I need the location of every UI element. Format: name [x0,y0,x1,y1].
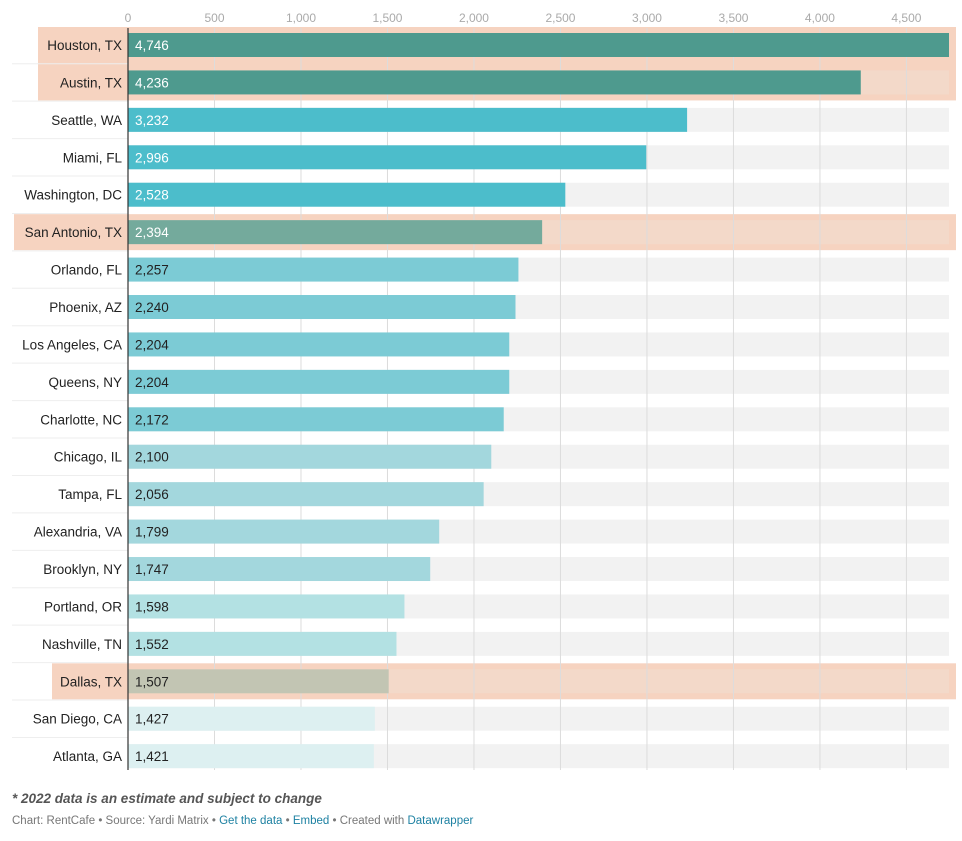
category-label: Tampa, FL [58,487,122,502]
value-label: 1,799 [135,525,169,540]
bar [128,182,566,207]
bar [128,332,510,357]
value-label: 4,236 [135,75,169,90]
x-tick-label: 500 [204,11,224,25]
credit-separator: • [211,815,216,827]
category-label: Queens, NY [48,375,122,390]
category-label: Portland, OR [44,599,122,614]
bar [128,295,516,320]
category-label: Miami, FL [63,150,123,165]
bar [128,257,519,282]
credit-separator: • [332,815,337,827]
credit-separator: • [98,815,103,827]
category-label: Alexandria, VA [34,525,122,540]
category-label: Dallas, TX [60,674,122,689]
category-label: Washington, DC [24,188,122,203]
bar [128,744,374,769]
embed-link[interactable]: Embed [292,815,330,827]
category-label: Charlotte, NC [40,412,122,427]
bar [128,482,484,507]
bar [128,594,405,619]
x-tick-label: 4,000 [805,11,835,25]
bar [128,557,431,582]
value-label: 1,427 [135,712,169,727]
bar [128,631,397,656]
value-label: 2,528 [135,188,169,203]
bar [128,107,688,132]
value-label: 1,507 [135,674,169,689]
x-tick-label: 3,000 [632,11,662,25]
bar [128,519,440,544]
category-label: San Antonio, TX [25,225,122,240]
value-label: 1,421 [135,749,169,764]
value-label: 2,257 [135,263,169,278]
category-label: Los Angeles, CA [22,337,122,352]
created-with-text: Created with [339,815,405,827]
x-tick-label: 3,500 [718,11,748,25]
value-label: 2,204 [135,337,169,352]
value-label: 2,100 [135,450,169,465]
credit-chart: Chart: RentCafe [12,815,96,827]
bar [128,220,543,245]
bar [128,706,375,731]
category-label: Nashville, TN [42,637,122,652]
bar [128,145,647,170]
x-tick-label: 2,500 [545,11,575,25]
value-label: 2,996 [135,150,169,165]
value-label: 2,240 [135,300,169,315]
category-label: San Diego, CA [33,712,122,727]
credit-source: Source: Yardi Matrix [105,815,209,827]
category-label: Atlanta, GA [53,749,122,764]
bar [128,444,492,469]
x-tick-label: 2,000 [459,11,489,25]
x-tick-label: 0 [125,11,132,25]
value-label: 2,394 [135,225,169,240]
category-label: Chicago, IL [54,450,123,465]
credit-separator: • [285,815,290,827]
value-label: 2,172 [135,412,169,427]
value-label: 4,746 [135,38,169,53]
value-label: 1,747 [135,562,169,577]
value-label: 3,232 [135,113,169,128]
bar [128,669,389,694]
bar [128,407,504,432]
category-label: Phoenix, AZ [49,300,122,315]
datawrapper-link[interactable]: Datawrapper [407,815,474,827]
value-label: 2,056 [135,487,169,502]
bar [128,33,949,57]
x-tick-label: 4,500 [891,11,921,25]
footnote: * 2022 data is an estimate and subject t… [12,791,322,806]
bar [128,369,510,394]
category-label: Seattle, WA [51,113,122,128]
value-label: 1,598 [135,599,169,614]
category-label: Brooklyn, NY [43,562,122,577]
x-tick-label: 1,500 [372,11,402,25]
category-label: Houston, TX [47,38,122,53]
category-label: Orlando, FL [51,263,123,278]
value-label: 1,552 [135,637,169,652]
credits-line: Chart: RentCafe • Source: Yardi Matrix •… [12,815,473,827]
category-label: Austin, TX [60,75,122,90]
value-label: 2,204 [135,375,169,390]
bar [128,70,861,95]
bar-chart: 0 500 1,000 1,500 2,000 2,500 3,000 3,500 4,000 4… [12,11,956,770]
get-the-data-link[interactable]: Get the data [219,815,283,827]
x-tick-label: 1,000 [286,11,316,25]
